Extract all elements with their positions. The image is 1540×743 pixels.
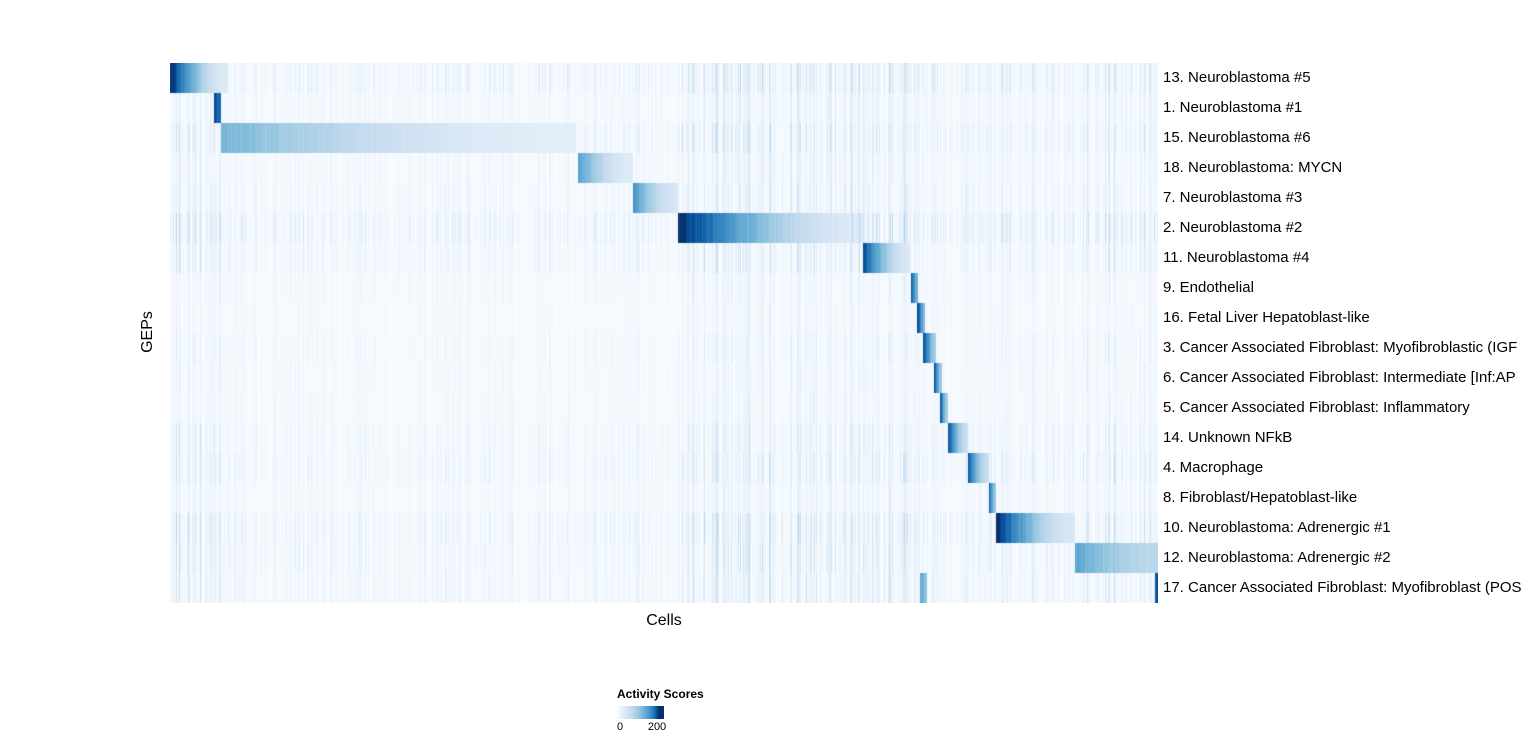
colorbar-tick-min: 0 bbox=[617, 721, 624, 733]
row-label: 2. Neuroblastoma #2 bbox=[1163, 219, 1303, 236]
row-label: 6. Cancer Associated Fibroblast: Interme… bbox=[1163, 369, 1516, 386]
legend-title: Activity Scores bbox=[617, 687, 704, 701]
row-label: 15. Neuroblastoma #6 bbox=[1163, 129, 1311, 146]
colorbar-gradient bbox=[617, 706, 664, 719]
row-label: 13. Neuroblastoma #5 bbox=[1163, 69, 1311, 86]
colorbar-legend: Activity Scores 0 200 bbox=[617, 687, 757, 734]
row-label: 10. Neuroblastoma: Adrenergic #1 bbox=[1163, 519, 1391, 536]
row-label: 18. Neuroblastoma: MYCN bbox=[1163, 159, 1343, 176]
row-label: 4. Macrophage bbox=[1163, 459, 1264, 476]
row-labels: 13. Neuroblastoma #5 1. Neuroblastoma #1 1… bbox=[1163, 63, 1540, 603]
row-label: 7. Neuroblastoma #3 bbox=[1163, 189, 1303, 206]
row-label: 3. Cancer Associated Fibroblast: Myofibr… bbox=[1163, 339, 1518, 356]
y-axis-label: GEPs bbox=[139, 311, 156, 353]
row-label: 17. Cancer Associated Fibroblast: Myofib… bbox=[1163, 579, 1522, 596]
row-label: 16. Fetal Liver Hepatoblast-like bbox=[1163, 309, 1370, 326]
row-label: 14. Unknown NFkB bbox=[1163, 429, 1293, 446]
x-axis-label: Cells bbox=[646, 612, 682, 629]
row-label: 9. Endothelial bbox=[1163, 279, 1254, 296]
row-label: 11. Neuroblastoma #4 bbox=[1163, 249, 1310, 266]
colorbar-tick-max: 200 bbox=[647, 721, 667, 733]
heatmap-canvas bbox=[170, 63, 1158, 603]
colorbar-ticks: 0 200 bbox=[617, 719, 667, 734]
row-label: 12. Neuroblastoma: Adrenergic #2 bbox=[1163, 549, 1391, 566]
row-label: 5. Cancer Associated Fibroblast: Inflamm… bbox=[1163, 399, 1470, 416]
row-label: 1. Neuroblastoma #1 bbox=[1163, 99, 1303, 116]
row-label: 8. Fibroblast/Hepatoblast-like bbox=[1163, 489, 1358, 506]
